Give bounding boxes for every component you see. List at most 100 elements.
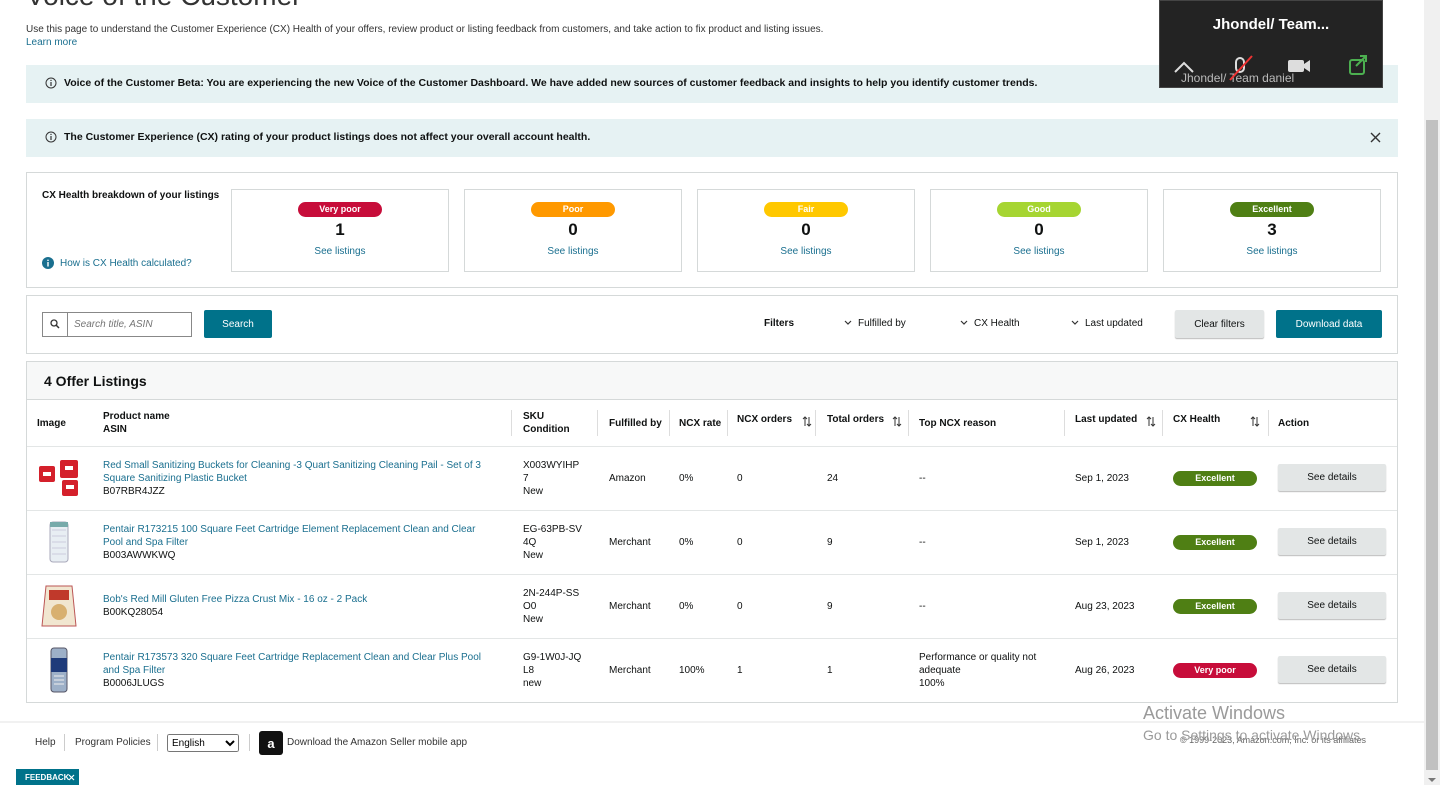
date-text: Sep 1, 2023 bbox=[1075, 536, 1129, 548]
ncx-rate-cell: 100% bbox=[679, 638, 759, 702]
see-details-button[interactable]: See details bbox=[1278, 592, 1386, 619]
sku-text: X003WYIHP7 bbox=[523, 459, 580, 484]
breakdown-panel bbox=[26, 172, 1398, 288]
see-listings-link[interactable]: See listings bbox=[1246, 246, 1298, 257]
total-orders-text: 9 bbox=[827, 536, 833, 548]
date-cell: Sep 1, 2023 bbox=[1075, 446, 1160, 510]
see-details-button[interactable]: See details bbox=[1278, 656, 1386, 683]
filter-dropdown[interactable]: CX Health bbox=[974, 318, 1020, 329]
info-icon bbox=[45, 131, 57, 143]
search-input[interactable] bbox=[67, 312, 192, 337]
reason-cell: -- bbox=[919, 574, 1059, 638]
cx-help-link[interactable]: How is CX Health calculated? bbox=[60, 258, 192, 269]
health-pill: Fair bbox=[764, 202, 848, 217]
product-cell: Bob's Red Mill Gluten Free Pizza Crust M… bbox=[103, 574, 498, 638]
see-details-button[interactable]: See details bbox=[1278, 528, 1386, 555]
column-header: Total orders bbox=[827, 400, 884, 446]
language-select[interactable]: English bbox=[167, 734, 239, 752]
health-card bbox=[697, 189, 915, 272]
reason-text: -- bbox=[919, 600, 926, 612]
download-button[interactable]: Download data bbox=[1276, 310, 1382, 338]
sort-icon bbox=[1250, 416, 1260, 427]
column-header-text: SKU bbox=[523, 411, 545, 422]
call-controls bbox=[1174, 55, 1367, 81]
column-divider bbox=[597, 410, 598, 436]
info-banner bbox=[26, 119, 1398, 157]
footer-divider bbox=[249, 734, 250, 751]
see-listings-link[interactable]: See listings bbox=[1013, 246, 1065, 257]
see-details-button[interactable]: See details bbox=[1278, 464, 1386, 491]
column-header-text: Product name bbox=[103, 411, 170, 422]
reason-cell: -- bbox=[919, 510, 1059, 574]
sku-text: G9-1W0J-JQL8 bbox=[523, 651, 582, 676]
filter-dropdown[interactable]: Fulfilled by bbox=[858, 318, 906, 329]
fulfilled-by-cell: Merchant bbox=[609, 510, 689, 574]
product-image bbox=[39, 460, 78, 496]
column-header-text: CX Health bbox=[1173, 414, 1221, 425]
reason-cell: -- bbox=[919, 446, 1059, 510]
reason-text: -- bbox=[919, 472, 926, 484]
column-header: NCX rate bbox=[679, 400, 721, 446]
column-divider bbox=[1162, 410, 1163, 436]
health-pill: Excellent bbox=[1230, 202, 1314, 217]
see-listings-link[interactable]: See listings bbox=[314, 246, 366, 257]
column-header: Image bbox=[37, 400, 66, 446]
help-link[interactable]: Help bbox=[35, 737, 56, 748]
product-link[interactable]: Pentair R173573 320 Square Feet Cartridg… bbox=[103, 651, 482, 676]
learn-more-link[interactable]: Learn more bbox=[26, 37, 78, 48]
ncx-rate-text: 100% bbox=[679, 664, 705, 676]
health-card bbox=[464, 189, 682, 272]
date-cell: Sep 1, 2023 bbox=[1075, 510, 1160, 574]
filter-dropdown[interactable]: Last updated bbox=[1085, 318, 1143, 329]
search-button[interactable]: Search bbox=[204, 310, 272, 338]
health-count: 0 bbox=[568, 220, 578, 239]
clear-filters-button[interactable]: Clear filters bbox=[1175, 310, 1264, 338]
column-header-text: NCX orders bbox=[737, 414, 793, 425]
ncx-orders-text: 0 bbox=[737, 600, 743, 612]
product-cell: Pentair R173573 320 Square Feet Cartridg… bbox=[103, 638, 498, 702]
reason-text: -- bbox=[919, 536, 926, 548]
ncx-orders-text: 1 bbox=[737, 664, 743, 676]
sku-cell: G9-1W0J-JQL8 new bbox=[523, 638, 583, 702]
app-link[interactable]: Download the Amazon Seller mobile app bbox=[287, 737, 468, 748]
column-header: Fulfilled by bbox=[609, 400, 662, 446]
total-orders-cell: 9 bbox=[827, 510, 907, 574]
see-listings-link[interactable]: See listings bbox=[780, 246, 832, 257]
help-icon bbox=[42, 257, 54, 269]
feedback-tab[interactable]: FEEDBACK bbox=[16, 769, 79, 785]
fulfilled-by-cell: Amazon bbox=[609, 446, 689, 510]
sku-cell: X003WYIHP7 New bbox=[523, 446, 583, 510]
product-link[interactable]: Red Small Sanitizing Buckets for Cleanin… bbox=[103, 459, 481, 484]
product-link[interactable]: Bob's Red Mill Gluten Free Pizza Crust M… bbox=[103, 594, 368, 605]
column-header-text: Top NCX reason bbox=[919, 417, 997, 429]
chevron-icon bbox=[1071, 320, 1079, 325]
ncx-rate-cell: 0% bbox=[679, 574, 759, 638]
condition-text: New bbox=[523, 549, 544, 561]
policies-link[interactable]: Program Policies bbox=[75, 737, 151, 748]
chevron-icon bbox=[960, 320, 968, 325]
product-link[interactable]: Pentair R173215 100 Square Feet Cartridg… bbox=[103, 523, 476, 548]
total-orders-text: 1 bbox=[827, 664, 833, 676]
cx-health-badge: Excellent bbox=[1173, 471, 1257, 486]
column-header-text: Total orders bbox=[827, 414, 885, 425]
sku-cell: EG-63PB-SV4Q New bbox=[523, 510, 583, 574]
see-listings-link[interactable]: See listings bbox=[547, 246, 599, 257]
sku-text: EG-63PB-SV4Q bbox=[523, 523, 582, 548]
ncx-rate-cell: 0% bbox=[679, 510, 759, 574]
health-card bbox=[930, 189, 1148, 272]
column-divider bbox=[1268, 410, 1269, 436]
column-header: NCX orders bbox=[737, 400, 792, 446]
toolbar-panel bbox=[26, 295, 1398, 354]
total-orders-cell: 9 bbox=[827, 574, 907, 638]
sort-icon bbox=[892, 416, 902, 427]
app-icon: a bbox=[259, 731, 283, 755]
table-title-bar bbox=[27, 362, 1397, 400]
date-cell: Aug 23, 2023 bbox=[1075, 574, 1160, 638]
table-panel bbox=[26, 361, 1398, 703]
date-text: Aug 26, 2023 bbox=[1075, 664, 1135, 676]
total-orders-text: 24 bbox=[827, 472, 839, 484]
column-header-text: NCX rate bbox=[679, 417, 722, 429]
row-divider bbox=[27, 510, 1397, 511]
health-pill: Poor bbox=[531, 202, 615, 217]
